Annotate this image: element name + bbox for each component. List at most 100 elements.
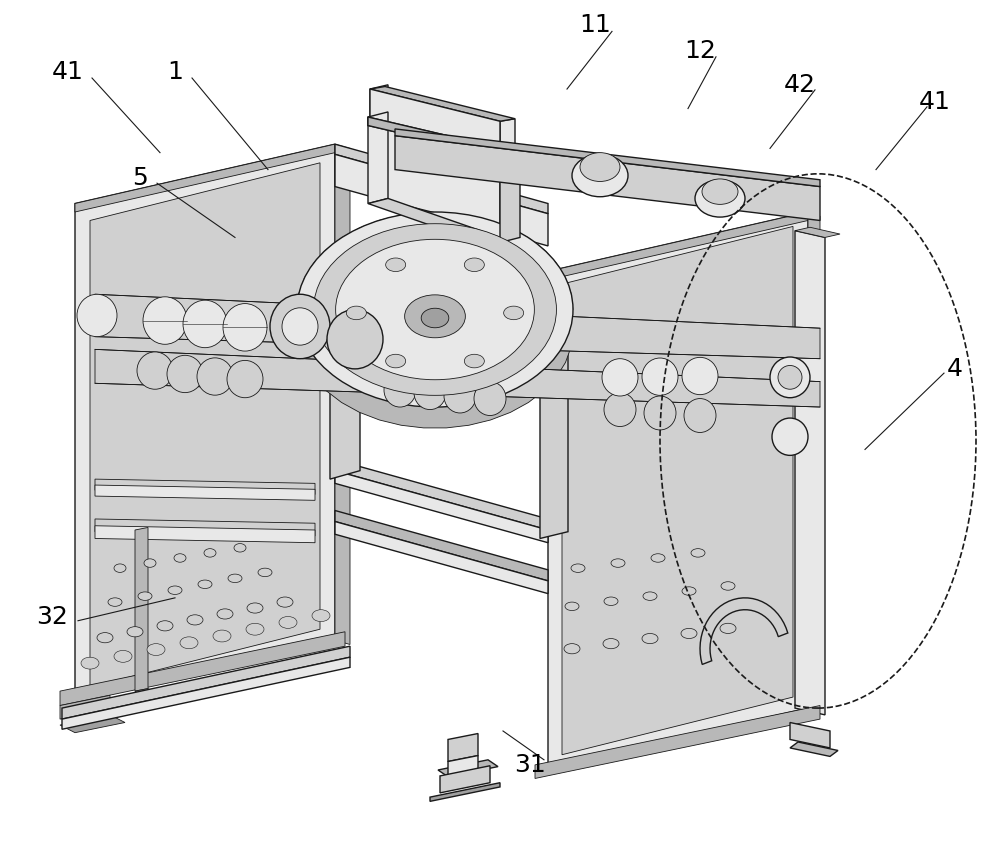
Ellipse shape bbox=[405, 295, 465, 338]
Text: 32: 32 bbox=[36, 605, 68, 629]
Ellipse shape bbox=[258, 568, 272, 577]
Text: 12: 12 bbox=[684, 39, 716, 63]
Ellipse shape bbox=[277, 597, 293, 607]
Ellipse shape bbox=[204, 549, 216, 557]
Polygon shape bbox=[790, 722, 830, 748]
Ellipse shape bbox=[138, 592, 152, 600]
Ellipse shape bbox=[691, 549, 705, 557]
Polygon shape bbox=[60, 632, 345, 706]
Polygon shape bbox=[535, 706, 820, 778]
Ellipse shape bbox=[565, 602, 579, 611]
Ellipse shape bbox=[167, 355, 203, 393]
Polygon shape bbox=[540, 315, 568, 328]
Ellipse shape bbox=[414, 376, 446, 410]
Ellipse shape bbox=[217, 609, 233, 619]
Ellipse shape bbox=[270, 294, 330, 359]
Ellipse shape bbox=[137, 352, 173, 389]
Ellipse shape bbox=[127, 627, 143, 637]
Ellipse shape bbox=[642, 358, 678, 395]
Ellipse shape bbox=[580, 153, 620, 181]
Ellipse shape bbox=[314, 224, 556, 395]
Polygon shape bbox=[438, 760, 498, 777]
Ellipse shape bbox=[279, 616, 297, 628]
Ellipse shape bbox=[421, 309, 449, 327]
Polygon shape bbox=[335, 460, 548, 530]
Polygon shape bbox=[395, 136, 820, 220]
Ellipse shape bbox=[682, 587, 696, 595]
Polygon shape bbox=[562, 226, 793, 755]
Text: 41: 41 bbox=[52, 60, 84, 84]
Polygon shape bbox=[700, 598, 788, 665]
Ellipse shape bbox=[644, 396, 676, 430]
Polygon shape bbox=[75, 144, 335, 212]
Ellipse shape bbox=[384, 373, 416, 407]
Polygon shape bbox=[368, 117, 520, 161]
Text: 4: 4 bbox=[947, 357, 963, 381]
Ellipse shape bbox=[246, 623, 264, 635]
Ellipse shape bbox=[327, 310, 383, 369]
Ellipse shape bbox=[114, 564, 126, 572]
Polygon shape bbox=[335, 154, 548, 246]
Polygon shape bbox=[95, 294, 820, 359]
Polygon shape bbox=[540, 315, 568, 538]
Ellipse shape bbox=[684, 399, 716, 432]
Polygon shape bbox=[60, 695, 110, 719]
Ellipse shape bbox=[721, 582, 735, 590]
Ellipse shape bbox=[386, 354, 406, 368]
Polygon shape bbox=[370, 86, 515, 121]
Polygon shape bbox=[335, 522, 548, 594]
Polygon shape bbox=[330, 254, 360, 269]
Ellipse shape bbox=[174, 554, 186, 562]
Ellipse shape bbox=[247, 603, 263, 613]
Ellipse shape bbox=[681, 628, 697, 639]
Polygon shape bbox=[330, 254, 360, 479]
Ellipse shape bbox=[604, 597, 618, 605]
Text: 42: 42 bbox=[784, 73, 816, 97]
Ellipse shape bbox=[603, 639, 619, 649]
Polygon shape bbox=[440, 766, 490, 793]
Ellipse shape bbox=[572, 154, 628, 197]
Ellipse shape bbox=[147, 644, 165, 656]
Ellipse shape bbox=[168, 586, 182, 594]
Ellipse shape bbox=[97, 633, 113, 643]
Ellipse shape bbox=[223, 304, 267, 351]
Ellipse shape bbox=[778, 365, 802, 389]
Polygon shape bbox=[395, 129, 820, 187]
Ellipse shape bbox=[770, 357, 810, 398]
Polygon shape bbox=[370, 85, 388, 197]
Ellipse shape bbox=[143, 297, 187, 344]
Polygon shape bbox=[335, 144, 548, 214]
Ellipse shape bbox=[444, 379, 476, 413]
Polygon shape bbox=[95, 485, 315, 500]
Text: 1: 1 bbox=[167, 60, 183, 84]
Polygon shape bbox=[795, 231, 825, 715]
Ellipse shape bbox=[695, 180, 745, 217]
Polygon shape bbox=[500, 119, 515, 229]
Polygon shape bbox=[95, 519, 315, 536]
Ellipse shape bbox=[702, 179, 738, 204]
Polygon shape bbox=[135, 689, 155, 696]
Ellipse shape bbox=[772, 418, 808, 455]
Polygon shape bbox=[62, 646, 350, 719]
Ellipse shape bbox=[490, 325, 530, 367]
Polygon shape bbox=[430, 783, 500, 801]
Polygon shape bbox=[448, 734, 478, 762]
Ellipse shape bbox=[312, 610, 330, 622]
Polygon shape bbox=[368, 112, 388, 204]
Polygon shape bbox=[790, 742, 838, 756]
Polygon shape bbox=[75, 144, 335, 700]
Ellipse shape bbox=[386, 258, 406, 271]
Polygon shape bbox=[135, 527, 148, 691]
Ellipse shape bbox=[651, 554, 665, 562]
Ellipse shape bbox=[346, 306, 366, 320]
Ellipse shape bbox=[198, 580, 212, 589]
Ellipse shape bbox=[77, 294, 117, 337]
Polygon shape bbox=[95, 349, 820, 407]
Polygon shape bbox=[368, 198, 500, 243]
Polygon shape bbox=[90, 163, 320, 687]
Polygon shape bbox=[548, 212, 808, 767]
Ellipse shape bbox=[144, 559, 156, 567]
Ellipse shape bbox=[81, 657, 99, 669]
Polygon shape bbox=[60, 715, 125, 733]
Ellipse shape bbox=[564, 644, 580, 654]
